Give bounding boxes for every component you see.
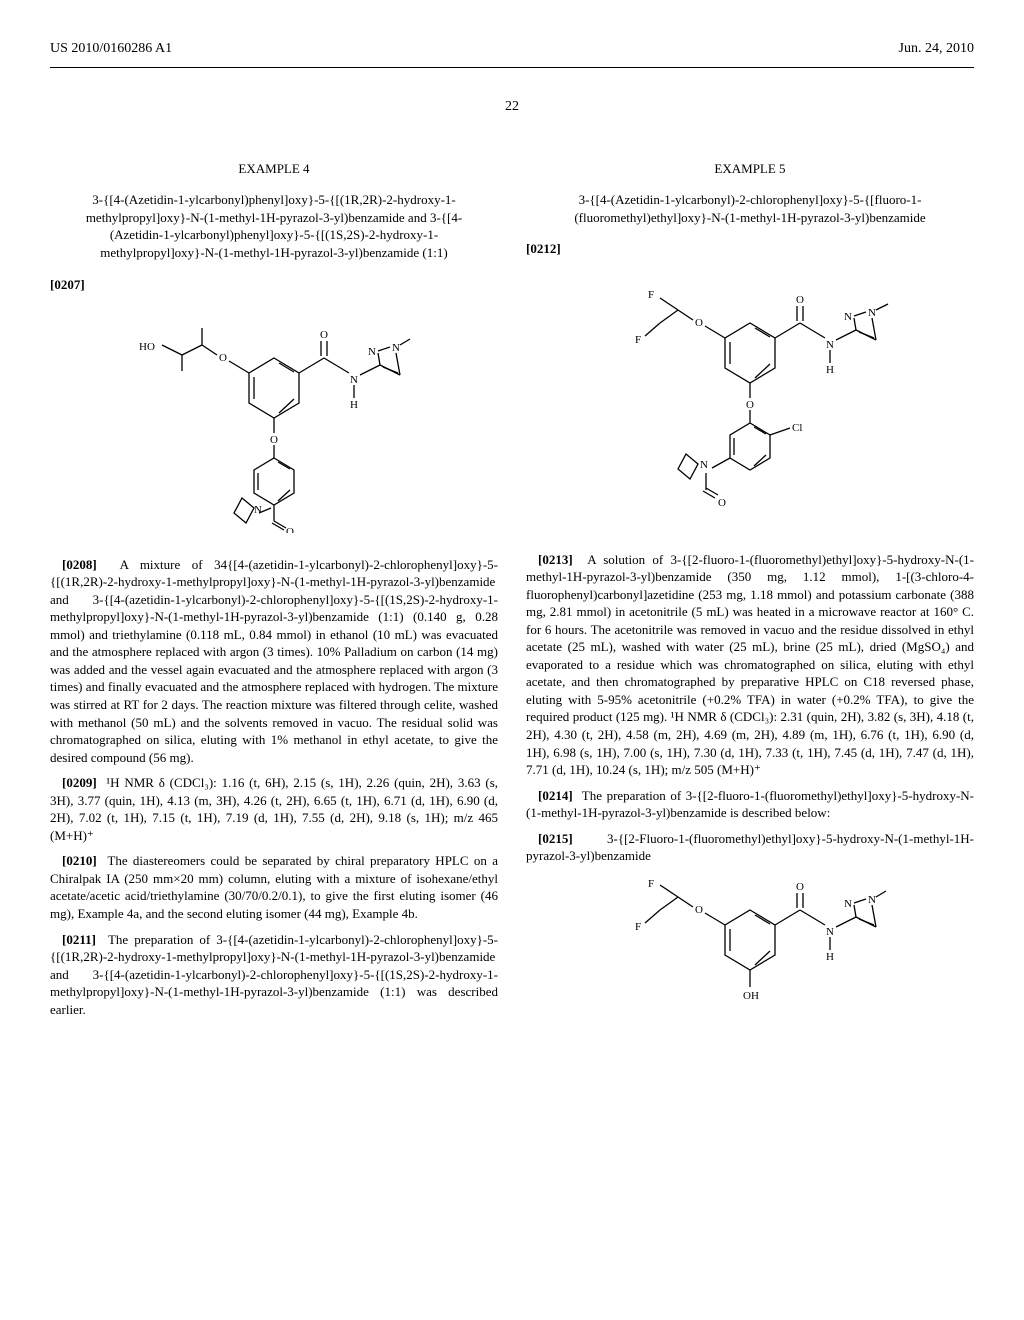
svg-text:N: N [844, 898, 852, 910]
svg-text:H: H [826, 364, 834, 376]
svg-text:O: O [320, 329, 328, 341]
para-num-0207: [0207] [50, 277, 85, 292]
structure-example-4: O N H N N O HO O [50, 303, 498, 538]
svg-text:O: O [270, 434, 278, 446]
svg-text:N: N [254, 504, 262, 516]
svg-text:N: N [868, 307, 876, 319]
para-0214: [0214] The preparation of 3-{[2-fluoro-1… [526, 787, 974, 822]
para-0210: [0210] The diastereomers could be separa… [50, 852, 498, 922]
svg-text:O: O [796, 881, 804, 893]
svg-text:O: O [718, 497, 726, 509]
header-rule [50, 67, 974, 68]
para-0212: [0212] [526, 240, 974, 258]
svg-text:HO: HO [139, 341, 155, 353]
para-0214-text: The preparation of 3-{[2-fluoro-1-(fluor… [526, 788, 974, 821]
svg-text:N: N [826, 339, 834, 351]
doc-id: US 2010/0160286 A1 [50, 40, 172, 59]
page-number: 22 [50, 98, 974, 117]
left-column: EXAMPLE 4 3-{[4-(Azetidin-1-ylcarbonyl)p… [50, 142, 498, 1038]
svg-text:F: F [635, 921, 641, 933]
para-0213: [0213] A solution of 3-{[2-fluoro-1-(flu… [526, 551, 974, 779]
svg-text:N: N [700, 459, 708, 471]
svg-text:N: N [350, 374, 358, 386]
para-0207: [0207] [50, 276, 498, 294]
para-0213-text: A solution of 3-{[2-fluoro-1-(fluorometh… [526, 552, 974, 778]
svg-text:Cl: Cl [792, 422, 802, 434]
structure-intermediate: O N H N N O F F OH [526, 875, 974, 1020]
svg-text:O: O [219, 352, 227, 364]
para-num-0213: [0213] [538, 552, 573, 567]
para-0208-text: A mixture of 34{[4-(azetidin-1-ylcarbony… [50, 557, 498, 765]
para-0215-text: 3-{[2-Fluoro-1-(fluoromethyl)ethyl]oxy}-… [526, 831, 974, 864]
example-5-heading: EXAMPLE 5 [526, 160, 974, 178]
structure-example-5: O N H N N O F F O [526, 268, 974, 533]
para-num-0215: [0215] [538, 831, 573, 846]
para-0209-text: ¹H NMR δ (CDCl₃): 1.16 (t, 6H), 2.15 (s,… [50, 775, 498, 843]
para-num-0210: [0210] [62, 853, 97, 868]
svg-text:OH: OH [743, 990, 759, 1002]
para-0211: [0211] The preparation of 3-{[4-(azetidi… [50, 931, 498, 1019]
example-4-title: 3-{[4-(Azetidin-1-ylcarbonyl)phenyl]oxy}… [50, 191, 498, 261]
para-num-0208: [0208] [62, 557, 97, 572]
svg-text:F: F [635, 334, 641, 346]
svg-text:N: N [844, 311, 852, 323]
para-num-0211: [0211] [62, 932, 96, 947]
example-4-heading: EXAMPLE 4 [50, 160, 498, 178]
para-0210-text: The diastereomers could be separated by … [50, 853, 498, 921]
para-0209: [0209] ¹H NMR δ (CDCl₃): 1.16 (t, 6H), 2… [50, 774, 498, 844]
doc-date: Jun. 24, 2010 [899, 40, 974, 59]
svg-text:H: H [826, 951, 834, 963]
svg-text:O: O [286, 526, 294, 533]
para-num-0214: [0214] [538, 788, 573, 803]
para-num-0212: [0212] [526, 241, 561, 256]
svg-text:O: O [746, 399, 754, 411]
right-column: EXAMPLE 5 3-{[4-(Azetidin-1-ylcarbonyl)-… [526, 142, 974, 1038]
para-num-0209: [0209] [62, 775, 97, 790]
para-0215: [0215] 3-{[2-Fluoro-1-(fluoromethyl)ethy… [526, 830, 974, 865]
svg-text:N: N [868, 894, 876, 906]
svg-text:F: F [648, 289, 654, 301]
example-5-title: 3-{[4-(Azetidin-1-ylcarbonyl)-2-chloroph… [526, 191, 974, 226]
svg-text:N: N [392, 342, 400, 354]
svg-text:N: N [826, 926, 834, 938]
para-0211-text: The preparation of 3-{[4-(azetidin-1-ylc… [50, 932, 498, 1017]
svg-text:O: O [796, 294, 804, 306]
svg-text:O: O [695, 317, 703, 329]
svg-text:F: F [648, 878, 654, 890]
svg-text:N: N [368, 346, 376, 358]
para-0208: [0208] A mixture of 34{[4-(azetidin-1-yl… [50, 556, 498, 767]
svg-text:O: O [695, 904, 703, 916]
svg-text:H: H [350, 399, 358, 411]
